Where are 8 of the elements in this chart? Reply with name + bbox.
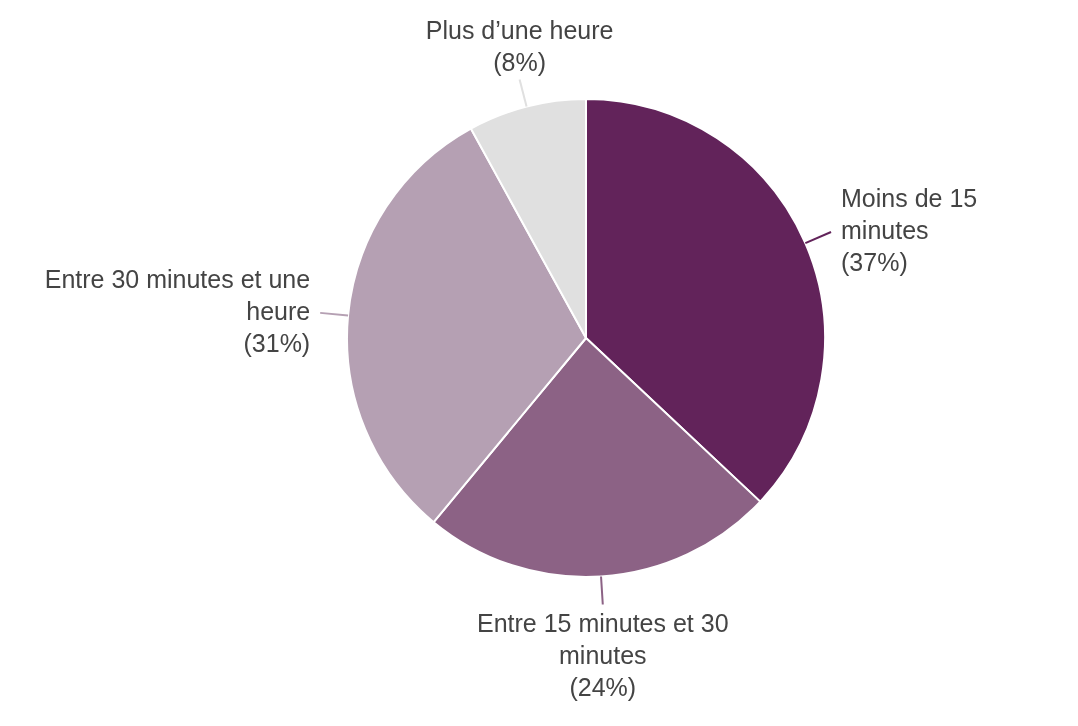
data-label: (8%)	[493, 47, 546, 76]
slice-label: Entre 30 minutes et une heure	[44, 265, 311, 326]
data-label: (37%)	[841, 248, 908, 277]
slice-label: Entre 15 minutes et 30 minutes	[476, 608, 729, 669]
data-label: (31%)	[243, 329, 311, 358]
data-label: (24%)	[569, 672, 637, 701]
slice-label: Plus d’une heure	[425, 15, 614, 44]
slice-label: Moins de 15 minutes	[841, 184, 978, 245]
